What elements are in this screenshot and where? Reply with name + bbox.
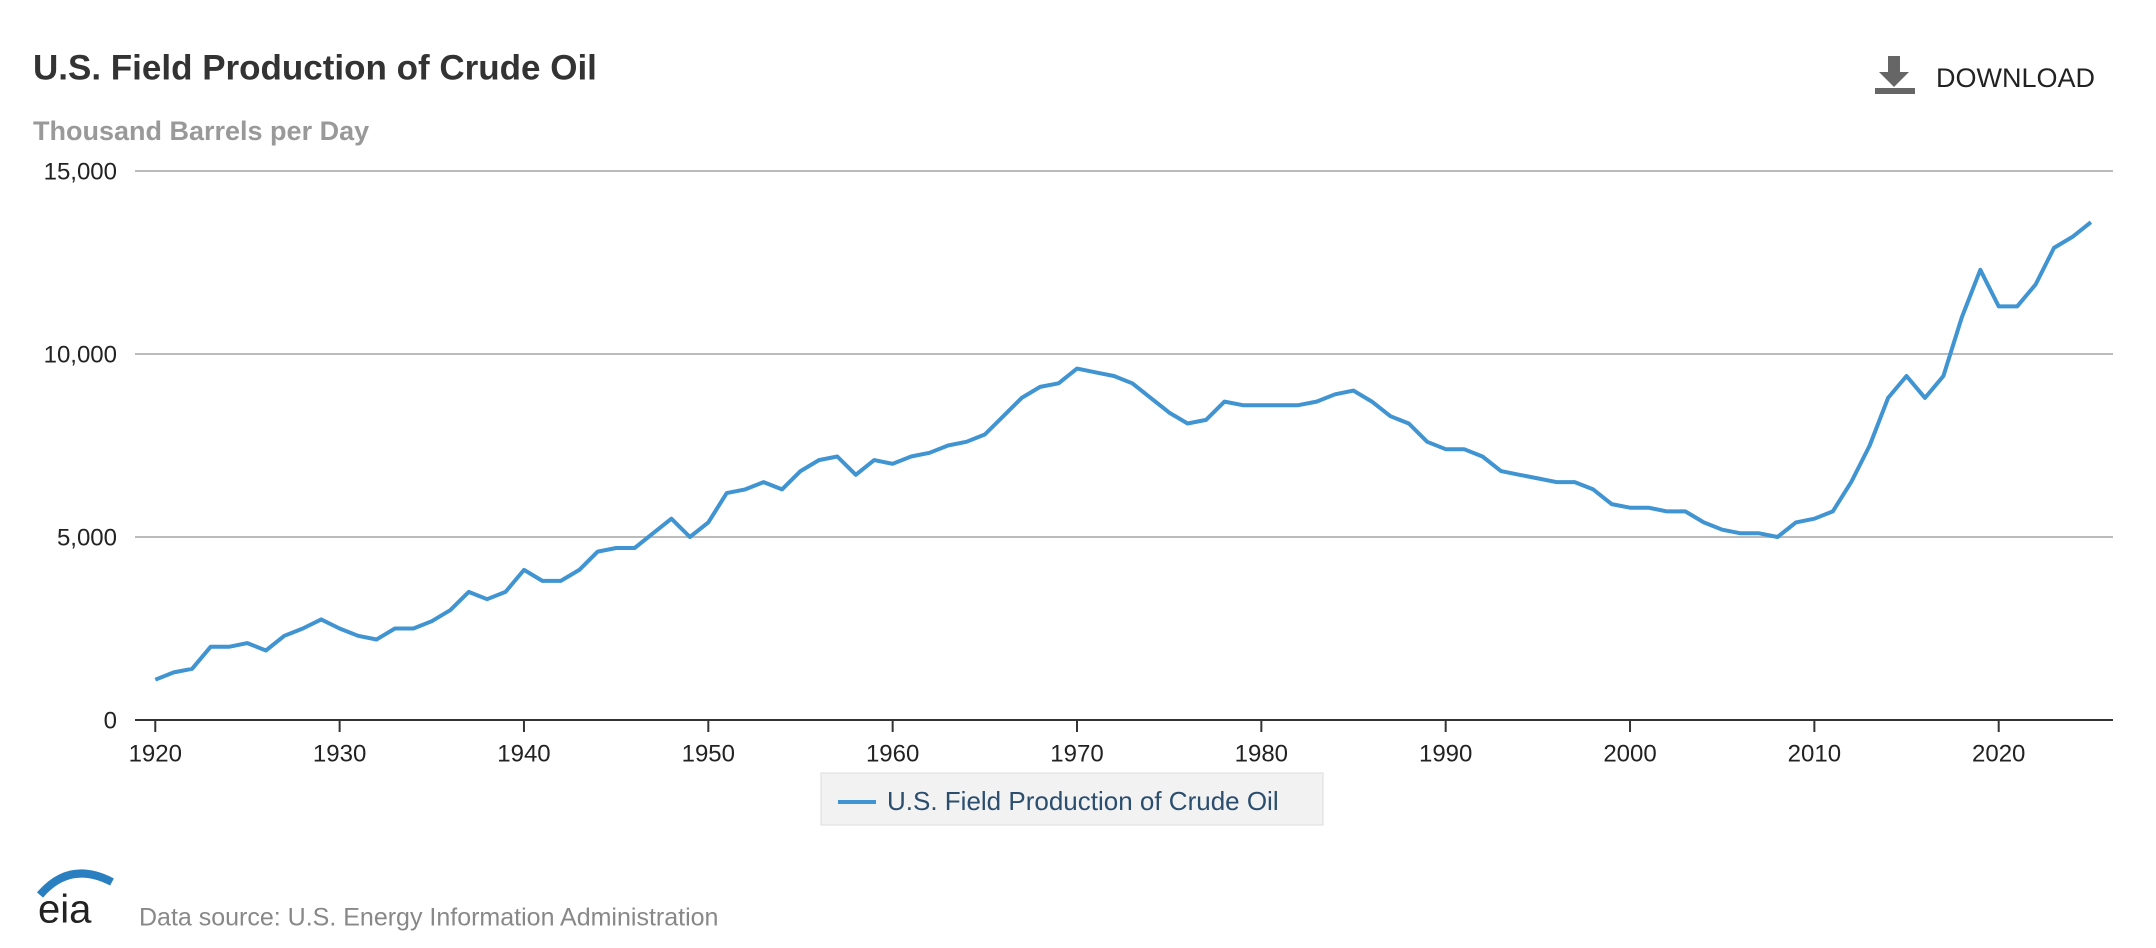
x-tick-label: 2000 <box>1603 740 1656 767</box>
x-tick-label: 1930 <box>313 740 366 767</box>
legend[interactable]: U.S. Field Production of Crude Oil <box>820 772 1324 826</box>
download-label[interactable]: DOWNLOAD <box>1936 63 2095 93</box>
logo-text: eia <box>38 888 92 932</box>
logo: eia <box>36 869 114 932</box>
logo-swoosh <box>36 869 114 898</box>
download-icon-base <box>1875 88 1915 94</box>
y-tick-label: 10,000 <box>44 341 117 368</box>
y-tick-label: 15,000 <box>44 158 117 185</box>
x-tick-label: 1980 <box>1235 740 1288 767</box>
x-tick-label: 1940 <box>497 740 550 767</box>
data-source: Data source: U.S. Energy Information Adm… <box>139 904 718 932</box>
chart-subtitle: Thousand Barrels per Day <box>33 116 369 146</box>
y-tick-label: 0 <box>104 707 117 734</box>
x-tick-label: 1950 <box>682 740 735 767</box>
x-tick-label: 1960 <box>866 740 919 767</box>
data-line <box>154 220 2093 682</box>
x-tick-label: 1920 <box>129 740 182 767</box>
x-tick-label: 1990 <box>1419 740 1472 767</box>
chart-title: U.S. Field Production of Crude Oil <box>33 48 597 87</box>
download-icon <box>1879 56 1909 87</box>
y-tick-label: 5,000 <box>57 524 117 551</box>
legend-box <box>820 772 1324 826</box>
x-tick-label: 2020 <box>1972 740 2025 767</box>
x-tick-label: 1970 <box>1050 740 1103 767</box>
x-tick-label: 2010 <box>1788 740 1841 767</box>
download-button[interactable]: DOWNLOAD <box>1875 56 2095 94</box>
legend-label[interactable]: U.S. Field Production of Crude Oil <box>887 786 1279 816</box>
